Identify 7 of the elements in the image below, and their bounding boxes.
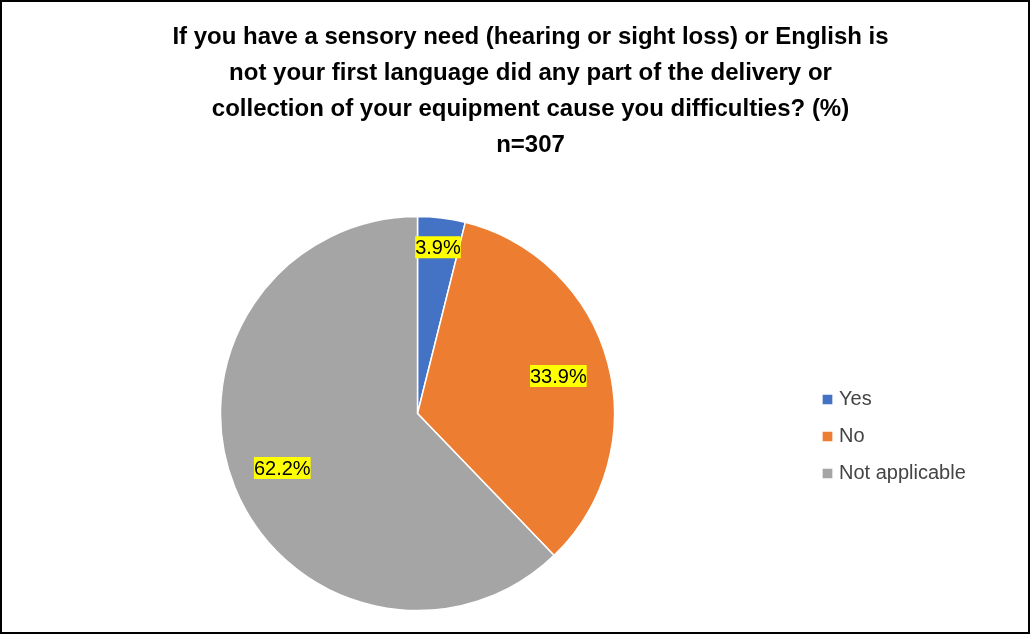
data-label: 62.2%: [253, 457, 311, 480]
legend-label: Not applicable: [839, 461, 966, 484]
data-label: 33.9%: [530, 364, 587, 387]
chart-title: If you have a sensory need (hearing or sight loss) or English is not your first language did any part of the delivery or collection of your equipment cause you difficulties? (%) n=307: [172, 21, 889, 157]
legend-label: No: [839, 424, 865, 447]
legend-label: Yes: [839, 387, 872, 410]
data-label: 3.9%: [415, 236, 461, 259]
